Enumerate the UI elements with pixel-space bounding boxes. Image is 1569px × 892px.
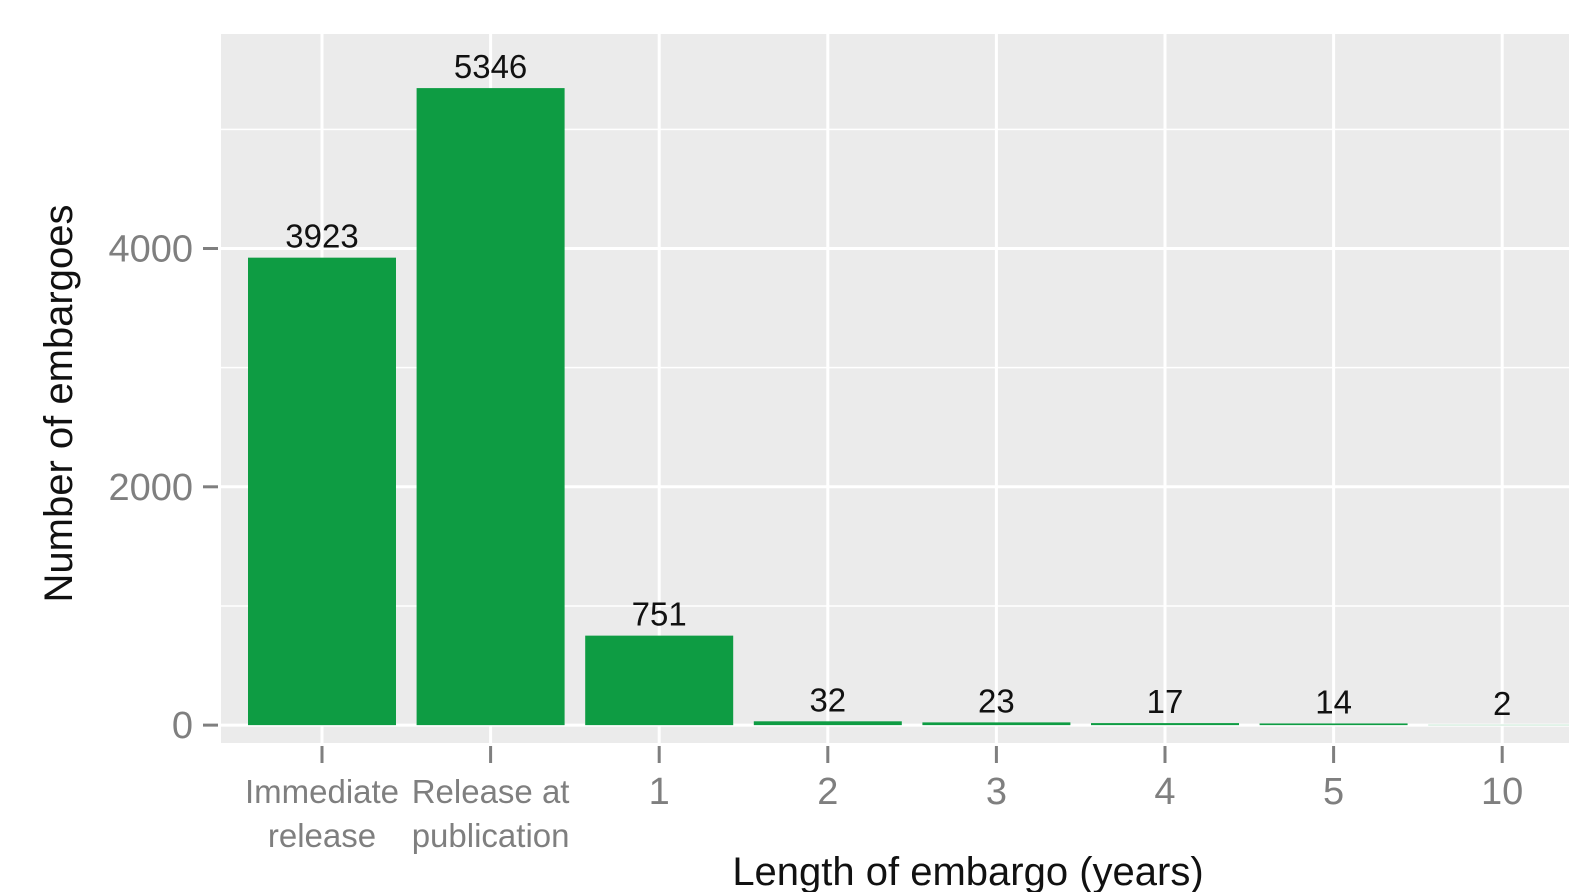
x-tick-label: publication [412,817,570,854]
x-tick-label: release [268,817,376,854]
bar-value-label: 14 [1315,683,1352,720]
y-tick-label: 2000 [108,467,193,509]
x-tick-label: 1 [649,771,670,813]
y-tick-label: 0 [172,705,193,747]
bar-value-label: 23 [978,682,1015,719]
bar-value-label: 2 [1493,685,1511,722]
x-tick-label: 2 [817,771,838,813]
bar [416,88,565,726]
bar [922,722,1071,726]
y-axis: 0 2000 4000 [108,228,218,747]
bars [248,88,1569,726]
bar-value-label: 3923 [285,218,358,255]
y-axis-title: Number of embargoes [37,205,81,603]
x-axis: Immediate release Release at publication 1 2 3… [245,746,1523,854]
bar-value-label: 751 [632,596,687,633]
x-tick-label: Immediate [245,773,399,810]
x-tick-label: Release at [412,773,570,810]
x-tick-label: 5 [1323,771,1344,813]
x-tick-label: 3 [986,771,1007,813]
bar [1259,723,1408,726]
bar-value-label: 5346 [454,48,527,85]
y-tick-label: 4000 [108,228,193,270]
x-axis-title: Length of embargo (years) [732,850,1203,892]
data-labels: 3923 5346 751 32 23 17 14 2 [285,48,1511,722]
bar-value-label: 32 [809,681,846,718]
bar-value-label: 17 [1147,683,1184,720]
bar [248,257,396,726]
bar [585,635,734,726]
x-tick-label: 4 [1154,771,1175,813]
bar [753,721,902,726]
bar [1091,723,1239,726]
x-tick-label: 10 [1481,771,1523,813]
